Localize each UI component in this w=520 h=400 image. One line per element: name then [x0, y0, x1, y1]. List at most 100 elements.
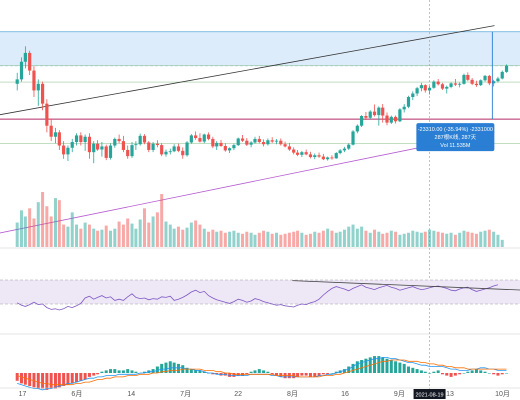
volume-bar	[300, 232, 304, 247]
volume-bar	[215, 231, 219, 247]
volume-bar	[20, 210, 23, 247]
candle-body	[66, 147, 70, 155]
volume-bar	[219, 230, 223, 247]
macd-histogram-bar	[479, 370, 483, 373]
candle-body	[261, 142, 266, 145]
candle-body	[411, 93, 415, 98]
x-tick-label: 7月	[180, 390, 191, 398]
volume-bar	[45, 206, 49, 247]
macd-histogram-bar	[436, 370, 440, 373]
candle-body	[185, 142, 189, 156]
macd-histogram-bar	[109, 369, 113, 373]
volume-bar	[100, 229, 104, 247]
volume-bar	[142, 208, 146, 247]
candle-body	[283, 144, 287, 147]
candle-body	[28, 52, 32, 71]
macd-histogram-bar	[185, 367, 189, 373]
channel-upper-line	[0, 25, 495, 116]
candle-body	[432, 81, 436, 88]
candle-body	[126, 149, 130, 157]
candle-body	[479, 80, 483, 86]
volume-bar	[223, 232, 227, 247]
macd-histogram-bar	[355, 361, 359, 373]
candle-body	[308, 154, 313, 158]
volume-bar	[342, 229, 346, 247]
macd-histogram-bar	[326, 373, 330, 375]
candle-body	[338, 150, 342, 154]
volume-bar	[147, 222, 151, 247]
candle-body	[92, 143, 96, 153]
candle-body	[292, 149, 296, 153]
volume-bar	[326, 228, 330, 247]
candle-body	[313, 155, 317, 158]
volume-bar	[151, 216, 155, 247]
candle-body	[279, 140, 283, 145]
macd-histogram-bar	[249, 371, 253, 373]
volume-bar	[355, 228, 359, 247]
candle-body	[164, 151, 168, 155]
candle-body	[381, 107, 385, 116]
volume-bar	[321, 230, 325, 247]
volume-bar	[428, 229, 432, 247]
macd-histogram-bar	[487, 373, 491, 374]
macd-histogram-bar	[415, 369, 419, 373]
macd-histogram-bar	[317, 373, 321, 376]
candle-body	[504, 65, 509, 72]
macd-histogram-bar	[151, 369, 155, 373]
volume-bar	[198, 224, 202, 247]
volume-bar	[411, 230, 415, 247]
x-tick-label: 6月	[71, 390, 82, 398]
macd-histogram-bar	[100, 371, 104, 373]
volume-bar	[334, 232, 338, 247]
candle-body	[436, 81, 440, 85]
candle-body	[287, 146, 291, 150]
x-tick-label: 10月	[495, 390, 510, 398]
volume-bar	[185, 227, 189, 247]
volume-bar	[274, 232, 278, 247]
candle-body	[147, 142, 151, 150]
macd-histogram-bar	[334, 371, 338, 373]
volume-bar	[232, 230, 236, 247]
candle-body	[300, 152, 304, 155]
macd-histogram-bar	[466, 371, 470, 373]
candle-body	[83, 136, 87, 143]
signal-line	[17, 359, 507, 386]
candle-body	[45, 103, 49, 126]
candle-body	[142, 135, 147, 143]
volume-bar	[113, 228, 117, 247]
candle-body	[470, 79, 474, 84]
volume-bar	[70, 212, 74, 247]
price-band	[0, 31, 520, 66]
macd-histogram-bar	[96, 373, 100, 375]
volume-bar	[49, 216, 53, 247]
volume-bar	[96, 230, 100, 247]
volume-bar	[57, 200, 61, 247]
macd-histogram-bar	[57, 373, 61, 388]
x-tick-label: 9月	[394, 390, 405, 398]
candle-body	[445, 86, 449, 89]
candle-body	[360, 116, 364, 126]
volume-bar	[168, 224, 172, 247]
candle-body	[330, 157, 334, 159]
volume-bar	[398, 234, 402, 247]
macd-histogram-bar	[176, 363, 180, 373]
volume-bar	[211, 229, 215, 247]
candle-body	[427, 87, 432, 91]
macd-histogram-bar	[134, 371, 138, 373]
macd-histogram-bar	[228, 373, 232, 377]
macd-histogram-bar	[500, 373, 504, 375]
candle-body	[189, 135, 193, 143]
candle-body	[270, 140, 274, 142]
volume-bar	[117, 221, 121, 247]
macd-histogram-bar	[347, 366, 351, 373]
candle-body	[483, 75, 487, 81]
volume-bar	[236, 232, 240, 247]
candle-body	[415, 88, 419, 94]
candle-body	[377, 107, 381, 116]
candle-body	[326, 157, 330, 160]
candle-body	[155, 143, 159, 146]
volume-bar	[249, 232, 253, 247]
macd-histogram-bar	[253, 370, 257, 373]
